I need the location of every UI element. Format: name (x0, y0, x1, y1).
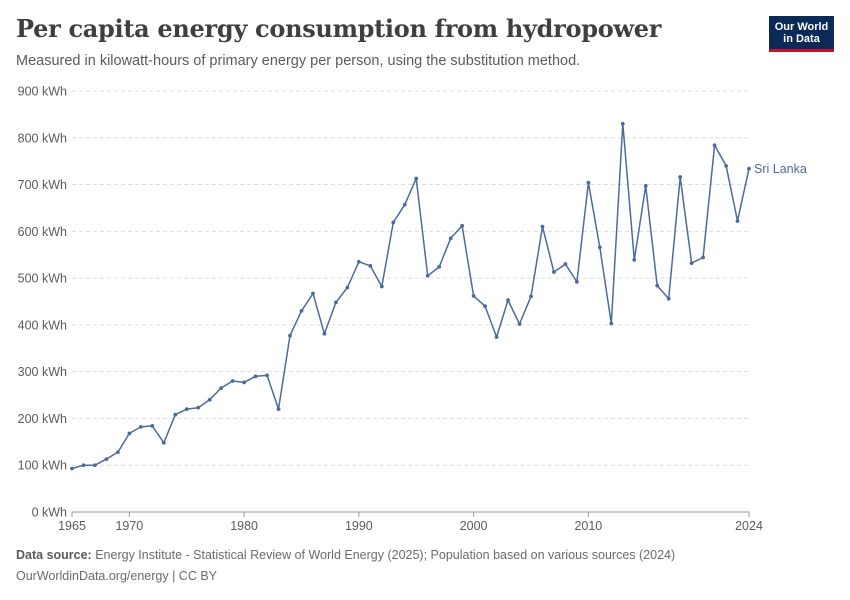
logo-line-2: in Data (783, 33, 820, 45)
data-point (127, 431, 132, 436)
chart-subtitle: Measured in kilowatt-hours of primary en… (16, 53, 581, 69)
y-tick-label: 900 kWh (18, 85, 67, 99)
data-point (552, 270, 556, 274)
data-point (150, 424, 155, 428)
data-point (689, 261, 694, 266)
data-point (288, 333, 292, 338)
data-point (265, 373, 269, 378)
chart-title: Per capita energy consumption from hydro… (16, 14, 662, 43)
data-source-label: Data source: (16, 548, 92, 562)
data-point (356, 259, 361, 264)
data-point (334, 300, 338, 305)
data-point (207, 397, 212, 402)
data-point (402, 202, 407, 207)
data-point (747, 166, 751, 171)
data-point (724, 163, 728, 168)
x-tick-label: 1970 (115, 519, 143, 533)
data-point (219, 386, 224, 390)
credit-link[interactable]: OurWorldinData.org/energy | CC BY (16, 569, 218, 583)
x-axis: 1965 1970 1980 1990 2000 2010 2024 (58, 511, 763, 533)
series-label: Sri Lanka (754, 162, 807, 176)
data-point (597, 245, 602, 250)
data-point (299, 308, 304, 313)
data-point (678, 175, 683, 179)
y-tick-label: 0 kWh (32, 506, 67, 520)
y-tick-label: 600 kWh (18, 225, 67, 239)
y-tick-label: 400 kWh (18, 318, 67, 332)
data-point (345, 285, 350, 290)
data-point (471, 293, 476, 298)
data-point (529, 294, 533, 299)
data-point (494, 335, 499, 339)
data-point (322, 331, 327, 336)
y-tick-label: 100 kWh (18, 459, 67, 473)
data-point (563, 262, 568, 266)
data-point (253, 374, 258, 379)
y-tick-label: 700 kWh (18, 178, 67, 192)
y-tick-label: 300 kWh (18, 365, 67, 379)
x-tick-label: 1980 (230, 519, 258, 533)
data-point (391, 220, 396, 225)
data-source: Data source: Energy Institute - Statisti… (16, 548, 675, 562)
data-point (517, 322, 522, 326)
series-line-sri-lanka (71, 122, 750, 470)
data-point (242, 380, 247, 385)
data-point (643, 184, 648, 188)
data-point (437, 264, 442, 269)
data-point (609, 321, 614, 326)
data-point (184, 407, 189, 411)
data-point (712, 143, 717, 148)
data-point (735, 219, 740, 223)
data-point (620, 121, 625, 126)
data-point (632, 257, 637, 262)
y-axis: 0 kWh 100 kWh 200 kWh 300 kWh 400 kWh 500 kWh… (18, 85, 67, 520)
x-tick-label: 2010 (574, 519, 602, 533)
data-point (448, 236, 453, 241)
y-tick-label: 500 kWh (18, 272, 67, 286)
data-point (701, 255, 706, 260)
data-point (81, 463, 86, 468)
data-point (138, 424, 143, 429)
data-point (311, 291, 315, 296)
data-point (483, 304, 487, 309)
y-tick-label: 200 kWh (18, 412, 67, 426)
x-tick-label: 2024 (735, 519, 763, 533)
x-tick-label: 1990 (345, 519, 373, 533)
gridlines (72, 90, 749, 466)
owid-logo[interactable]: Our World in Data (769, 16, 834, 52)
data-point (196, 405, 201, 410)
x-tick-label: 1965 (58, 519, 86, 533)
data-point (368, 264, 373, 268)
data-point (574, 279, 579, 284)
data-point (70, 466, 74, 471)
data-point (173, 412, 178, 417)
logo-line-1: Our World (774, 21, 829, 33)
data-point (586, 180, 591, 185)
data-point (379, 284, 384, 289)
data-point (655, 283, 660, 288)
data-point (666, 296, 671, 301)
data-point (276, 407, 281, 411)
data-point (506, 298, 510, 302)
data-point (93, 463, 97, 468)
y-tick-label: 800 kWh (18, 131, 67, 145)
data-point (425, 273, 430, 278)
data-point (460, 223, 465, 228)
data-point (414, 176, 419, 181)
data-source-text: Energy Institute - Statistical Review of… (91, 548, 676, 562)
data-point (115, 450, 120, 455)
x-tick-label: 2000 (460, 519, 488, 533)
data-point (230, 379, 235, 383)
data-point (104, 457, 109, 462)
data-point (540, 224, 545, 229)
data-point (161, 440, 166, 445)
series-group: Sri Lanka (70, 121, 807, 471)
